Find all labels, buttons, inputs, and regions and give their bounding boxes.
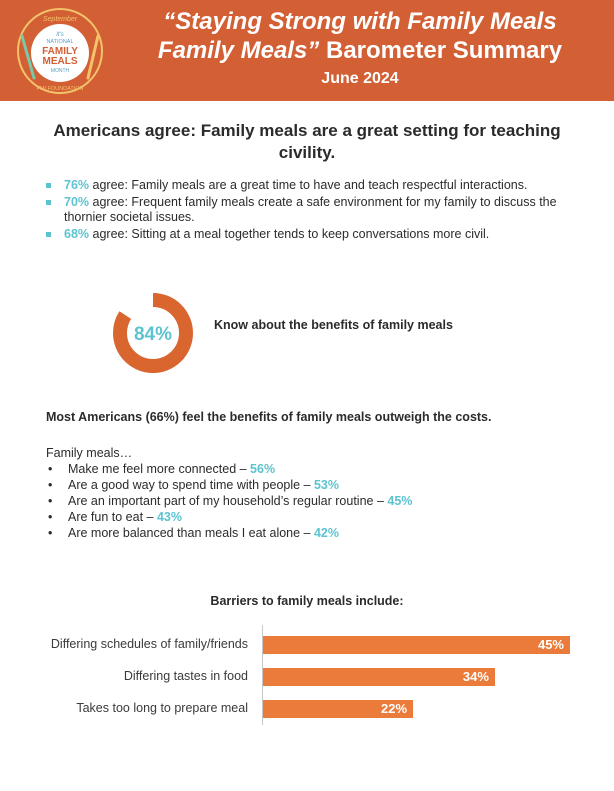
stat-text: agree: Frequent family meals create a sa… [64, 195, 557, 224]
square-bullet-icon [46, 232, 51, 237]
logo-its-text: It's [56, 32, 63, 38]
bullet-dot-icon: • [48, 462, 53, 476]
logo-fmi-text: FMI FOUNDATION [37, 86, 84, 92]
bullet-dot-icon: • [48, 494, 53, 508]
benefit-percent: 45% [387, 494, 413, 508]
bar-value-label: 22% [381, 701, 408, 716]
bar: 34% [263, 668, 495, 686]
title-line-2-rest: Barometer Summary [319, 37, 563, 64]
logo-family-text: FAMILY [42, 46, 78, 57]
square-bullet-icon [46, 200, 51, 205]
title-line-2: Family Meals” Barometer Summary [120, 37, 600, 65]
list-item: 68% agree: Sitting at a meal together te… [46, 227, 566, 242]
header-banner: September It's NATIONAL FAMILY MEALS MON… [0, 0, 614, 101]
logo-month-text: MONTH [51, 68, 70, 74]
square-bullet-icon [46, 183, 51, 188]
stat-text: agree: Family meals are a great time to … [89, 178, 528, 192]
list-item: • Are an important part of my household’s… [46, 493, 412, 509]
bar-category-label: Differing schedules of family/friends [50, 637, 248, 651]
benefit-text: Are fun to eat – [68, 510, 157, 524]
list-item: • Are fun to eat – 43% [46, 509, 412, 525]
report-date: June 2024 [321, 70, 399, 87]
bar-value-label: 34% [462, 669, 489, 684]
title-line-2-italic: Family Meals” [157, 37, 320, 64]
benefit-percent: 43% [156, 510, 182, 524]
logo-september-text: September [43, 16, 78, 23]
list-item: • Make me feel more connected – 56% [46, 461, 412, 477]
national-family-meals-month-logo: September It's NATIONAL FAMILY MEALS MON… [17, 8, 103, 94]
stat-percent: 68% [64, 227, 90, 241]
benefit-text: Are an important part of my household’s … [68, 494, 388, 508]
donut-arc [113, 293, 193, 373]
benefit-percent: 42% [313, 526, 340, 540]
list-item: 76% agree: Family meals are a great time… [46, 178, 566, 193]
bar: 45% [263, 636, 570, 654]
donut-chart: 84% [113, 293, 193, 373]
benefits-heading: Most Americans (66%) feel the benefits o… [46, 410, 492, 424]
title-line-1: “Staying Strong with Family Meals [163, 8, 557, 35]
bar-value-label: 45% [537, 637, 564, 652]
stat-percent: 70% [64, 195, 90, 209]
bullet-dot-icon: • [48, 526, 53, 540]
spoon-icon [86, 34, 100, 80]
bullet-dot-icon: • [48, 478, 53, 492]
chart-axis-line [262, 625, 263, 725]
bar: 22% [263, 700, 414, 718]
benefit-text: Are a good way to spend time with people… [68, 478, 314, 492]
stat-percent: 76% [64, 178, 90, 192]
donut-label: Know about the benefits of family meals [214, 318, 453, 332]
benefit-percent: 56% [250, 462, 276, 476]
benefit-text: Are more balanced than meals I eat alone… [68, 526, 314, 540]
bullet-dot-icon: • [48, 510, 53, 524]
logo-meals-text: MEALS [43, 56, 78, 67]
bar-category-label: Differing tastes in food [123, 669, 248, 683]
donut-value: 84% [134, 324, 172, 345]
logo-national-text: NATIONAL [46, 39, 73, 45]
list-item: • Are more balanced than meals I eat alon… [46, 525, 412, 541]
family-meals-intro: Family meals… [46, 446, 133, 460]
bar-category-label: Takes too long to prepare meal [76, 701, 248, 715]
benefit-text: Make me feel more connected – [68, 462, 251, 476]
chart-title: Barriers to family meals include: [210, 594, 404, 608]
list-item: • Are a good way to spend time with peopl… [46, 477, 412, 493]
benefit-percent: 53% [313, 478, 340, 492]
page-headline: Americans agree: Family meals are a grea… [53, 121, 561, 162]
fork-icon [20, 34, 36, 80]
stat-text: agree: Sitting at a meal together tends … [89, 227, 490, 241]
barriers-bar-chart: Differing schedules of family/friends 45%… [0, 625, 614, 725]
benefits-list: • Make me feel more connected – 56% • Are … [46, 461, 412, 541]
list-item: 70% agree: Frequent family meals create … [46, 195, 566, 225]
civility-stats-list: 76% agree: Family meals are a great time… [46, 178, 566, 244]
